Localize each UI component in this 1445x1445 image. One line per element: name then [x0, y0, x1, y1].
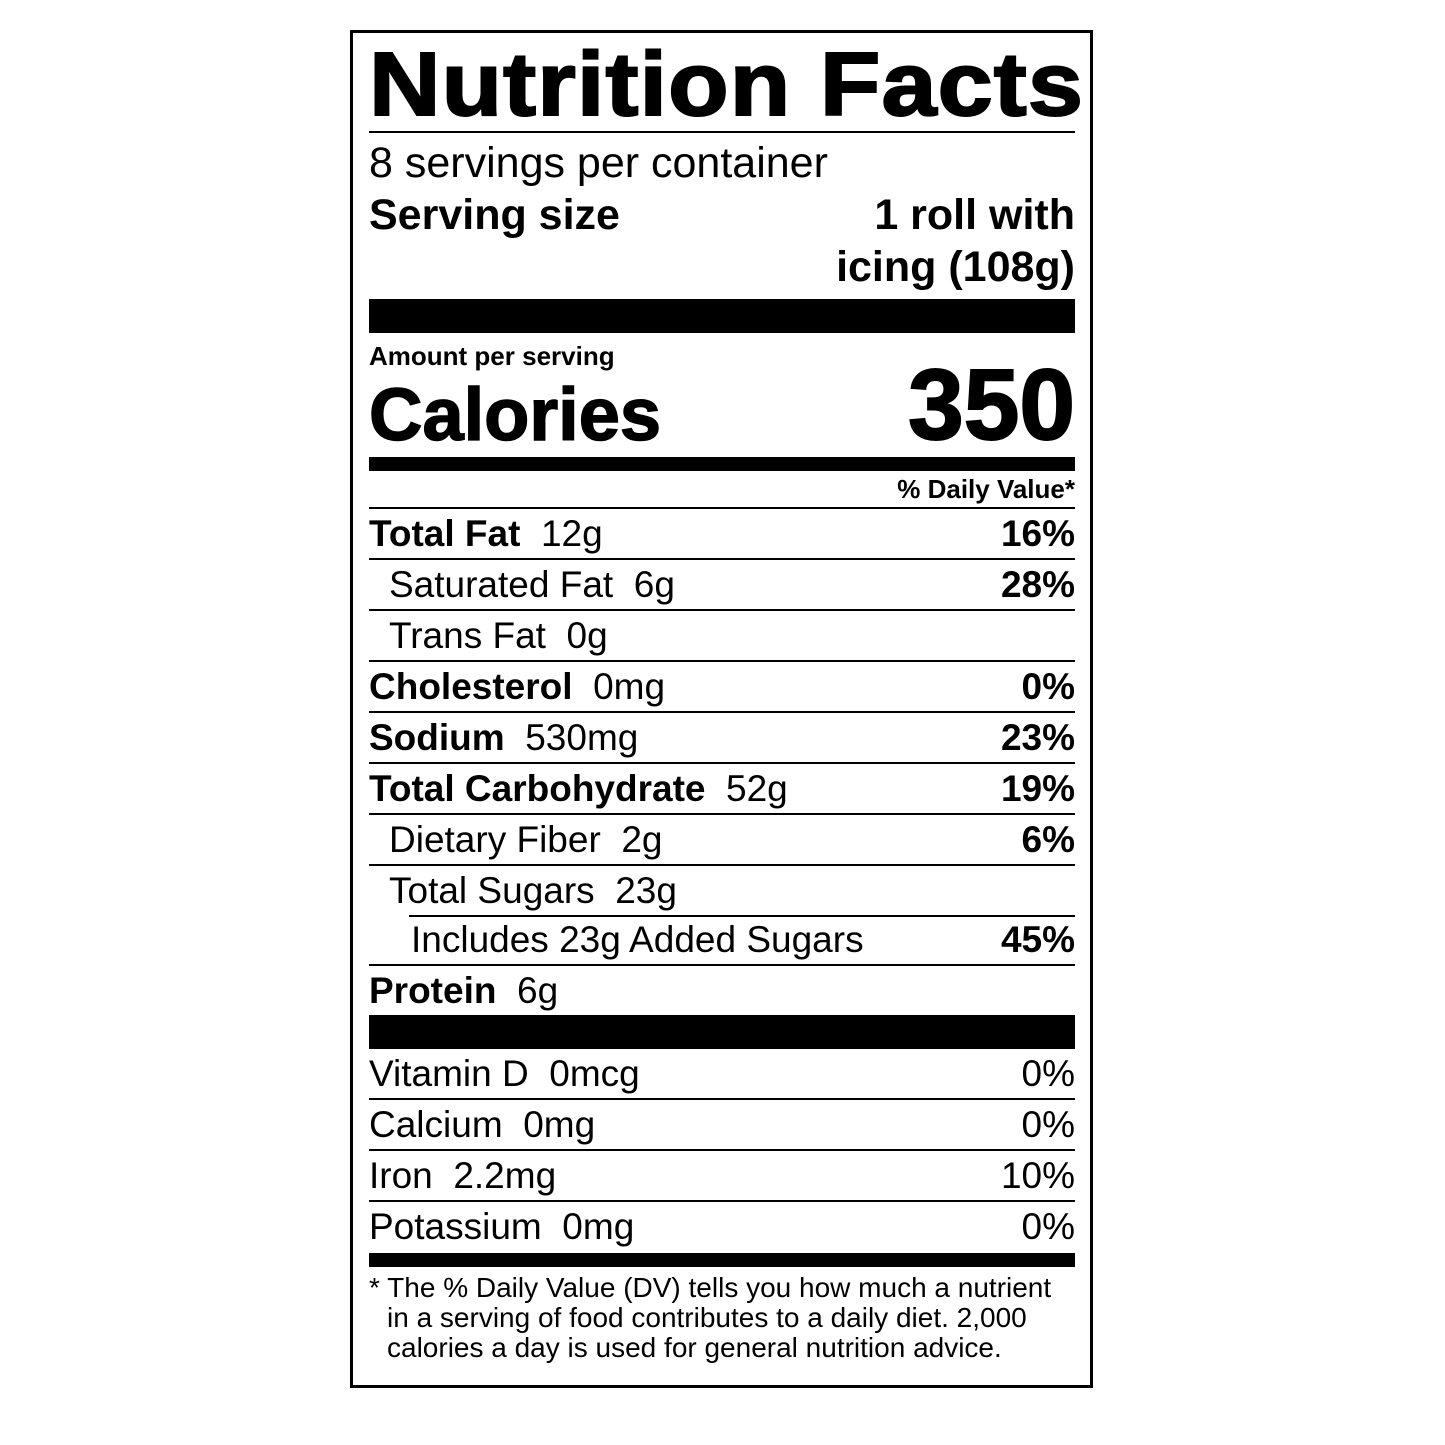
nutrient-name: Total Fat: [369, 512, 521, 554]
nutrient-amount: 0g: [566, 614, 608, 656]
medium-divider: [369, 457, 1075, 471]
nutrient-amount: 52g: [726, 767, 788, 809]
nutrient-name: Cholesterol: [369, 665, 573, 707]
nutrient-amount: 2g: [621, 818, 663, 860]
nutrient-amount: 23g: [615, 869, 677, 911]
vitamin-dv: 0%: [1021, 1205, 1075, 1247]
divider: [369, 131, 1075, 133]
serving-size-label: Serving size: [369, 191, 620, 239]
nutrient-amount: 12g: [540, 512, 603, 554]
vitamin-name: Vitamin D: [369, 1052, 529, 1094]
vitamin-row-potassium: Potassium 0mg 0%: [369, 1200, 1075, 1251]
nutrient-amount: 6g: [517, 969, 559, 1011]
vitamin-amount: 0mg: [562, 1205, 635, 1247]
nutrition-facts-label: Nutrition Facts 8 servings per container…: [350, 30, 1093, 1388]
nutrient-row-sodium: Sodium 530mg 23%: [369, 711, 1075, 762]
vitamin-row-calcium: Calcium 0mg 0%: [369, 1098, 1075, 1149]
nutrient-dv: 45%: [1000, 918, 1075, 960]
nutrient-amount: 530mg: [525, 716, 639, 758]
daily-value-header: % Daily Value*: [897, 474, 1075, 504]
nutrient-amount: 0mg: [593, 665, 666, 707]
nutrient-dv: 6%: [1021, 818, 1075, 860]
nutrient-amount: 6g: [633, 563, 675, 605]
nutrient-name: Includes 23g Added Sugars: [411, 918, 864, 960]
vitamin-amount: 2.2mg: [453, 1154, 557, 1196]
nutrient-dv: 0%: [1021, 665, 1075, 707]
vitamin-dv: 10%: [1000, 1154, 1075, 1196]
nutrient-row-saturated-fat: Saturated Fat 6g 28%: [369, 558, 1075, 609]
vitamin-name: Iron: [369, 1154, 433, 1196]
nutrient-row-added-sugars: Includes 23g Added Sugars 45%: [369, 915, 1075, 964]
calories-row: Calories 350: [368, 354, 1076, 456]
thick-divider: [369, 299, 1075, 333]
nutrient-name: Total Carbohydrate: [369, 767, 706, 809]
serving-size-line1: 1 roll with: [874, 191, 1075, 239]
footnote: * The % Daily Value (DV) tells you how m…: [369, 1272, 1052, 1363]
calories-label: Calories: [368, 373, 662, 456]
vitamin-name: Potassium: [369, 1205, 542, 1247]
serving-size-line2: icing (108g): [836, 243, 1075, 291]
vitamin-name: Calcium: [369, 1103, 503, 1145]
vitamin-dv: 0%: [1021, 1052, 1075, 1094]
nutrient-dv: 28%: [1000, 563, 1075, 605]
nutrient-name: Sodium: [369, 716, 505, 758]
amount-per-serving: Amount per serving: [369, 341, 615, 371]
label-title: Nutrition Facts: [368, 35, 1085, 135]
nutrient-row-cholesterol: Cholesterol 0mg 0%: [369, 660, 1075, 711]
nutrient-row-dietary-fiber: Dietary Fiber 2g 6%: [369, 813, 1075, 864]
nutrient-row-trans-fat: Trans Fat 0g: [369, 609, 1075, 660]
nutrient-name: Trans Fat: [389, 614, 546, 656]
vitamin-row-vitamin-d: Vitamin D 0mcg 0%: [369, 1049, 1075, 1098]
thick-divider: [369, 1015, 1075, 1049]
nutrient-row-total-carbohydrate: Total Carbohydrate 52g 19%: [369, 762, 1075, 813]
nutrient-row-total-fat: Total Fat 12g 16%: [369, 507, 1075, 558]
calories-value: 350: [907, 349, 1076, 461]
servings-per-container: 8 servings per container: [369, 139, 828, 187]
vitamin-dv: 0%: [1021, 1103, 1075, 1145]
nutrient-name: Saturated Fat: [389, 563, 614, 605]
medium-divider: [369, 1253, 1075, 1267]
nutrient-dv: 23%: [1000, 716, 1075, 758]
nutrient-dv: 19%: [1000, 767, 1075, 809]
nutrient-row-protein: Protein 6g: [369, 964, 1075, 1015]
vitamin-amount: 0mcg: [549, 1052, 640, 1094]
vitamin-amount: 0mg: [523, 1103, 596, 1145]
nutrient-row-total-sugars: Total Sugars 23g: [369, 864, 1075, 915]
vitamin-row-iron: Iron 2.2mg 10%: [369, 1149, 1075, 1200]
nutrient-dv: 16%: [1000, 512, 1075, 554]
nutrient-name: Protein: [369, 969, 497, 1011]
nutrient-name: Total Sugars: [389, 869, 595, 911]
nutrient-name: Dietary Fiber: [389, 818, 601, 860]
serving-size: Serving size 1 roll with icing (108g): [369, 189, 1075, 293]
